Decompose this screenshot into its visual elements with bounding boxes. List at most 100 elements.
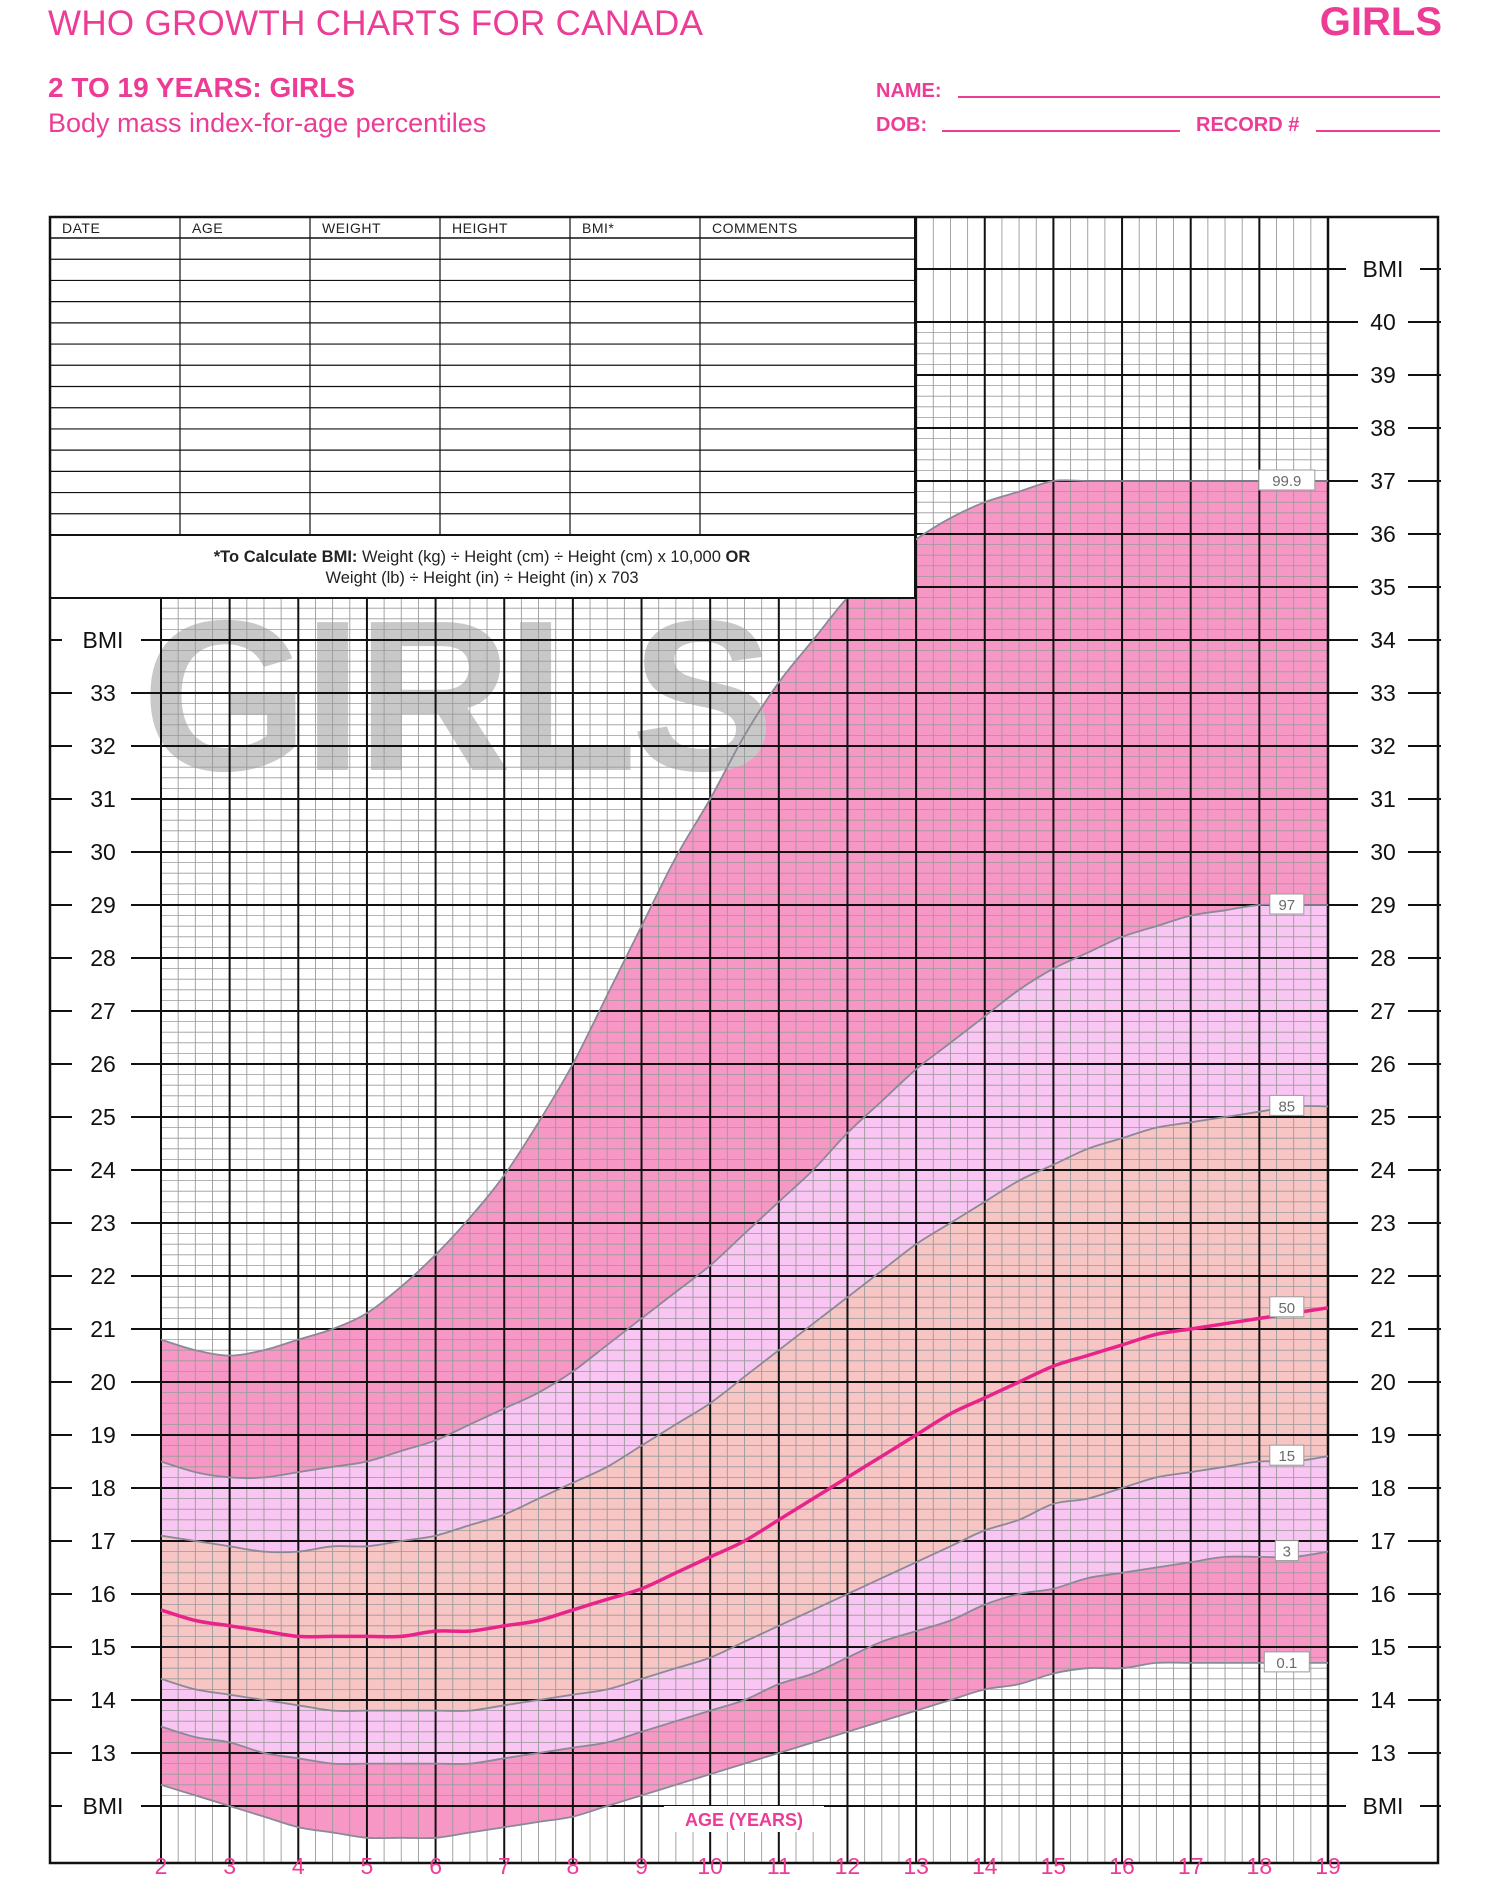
sex-label: GIRLS [1319, 0, 1442, 44]
x-axis-title-bg [664, 1806, 824, 1832]
right-axis-label: 28 [1370, 945, 1396, 971]
right-axis-label: 37 [1370, 468, 1396, 494]
percentile-curve-15 [160, 1455, 1329, 1712]
x-axis-label: 12 [835, 1853, 861, 1879]
right-axis-label: 15 [1370, 1634, 1396, 1660]
chart-description: Body mass index-for-age percentiles [48, 108, 487, 138]
percentile-label-99.9: 99.9 [1272, 473, 1301, 490]
right-axis-label: 38 [1370, 415, 1396, 441]
percentile-curve-97 [160, 903, 1328, 1479]
right-axis-label: 24 [1370, 1157, 1396, 1183]
left-axis-label: 21 [90, 1316, 116, 1342]
x-axis-label: 9 [635, 1853, 648, 1879]
chart-subtitle: 2 TO 19 YEARS: GIRLS [48, 72, 356, 103]
table-column-header: WEIGHT [322, 220, 381, 236]
percentile-label-box [1269, 1444, 1305, 1466]
left-axis-label: 17 [90, 1528, 116, 1554]
right-axis-label: 39 [1370, 362, 1396, 388]
right-axis-label: 25 [1370, 1104, 1396, 1130]
percentile-label-85: 85 [1278, 1098, 1295, 1115]
left-axis-label: 23 [90, 1210, 116, 1236]
right-axis-label: 18 [1370, 1475, 1396, 1501]
percentile-curve-50 [160, 1306, 1329, 1639]
right-axis-label: 14 [1370, 1687, 1396, 1713]
left-axis-label: 24 [90, 1157, 116, 1183]
percentile-label-15: 15 [1278, 1448, 1295, 1465]
right-axis-label: 33 [1370, 680, 1396, 706]
dob-label: DOB: [876, 114, 928, 136]
left-axis-label: 29 [90, 892, 116, 918]
right-axis-label: 22 [1370, 1263, 1396, 1289]
left-axis-label: 18 [90, 1475, 116, 1501]
right-axis-label: 23 [1370, 1210, 1396, 1236]
x-axis-title: AGE (YEARS) [685, 1810, 803, 1830]
name-field[interactable] [958, 96, 1440, 98]
left-axis-label: 14 [90, 1687, 116, 1713]
bmi-formula-line-1: *To Calculate BMI: Weight (kg) ÷ Height … [214, 548, 751, 566]
left-axis-label: 16 [90, 1581, 116, 1607]
left-axis-label: 31 [90, 786, 116, 812]
right-axis-label: 32 [1370, 733, 1396, 759]
dob-field[interactable] [942, 130, 1180, 132]
x-axis-label: 2 [155, 1853, 168, 1879]
formula-metric: Weight (kg) ÷ Height (cm) ÷ Height (cm) … [362, 548, 726, 566]
x-axis-label: 5 [361, 1853, 374, 1879]
x-axis-label: 7 [498, 1853, 511, 1879]
x-axis-label: 17 [1178, 1853, 1204, 1879]
record-field[interactable] [1316, 130, 1440, 132]
right-axis-label: 31 [1370, 786, 1396, 812]
bmi-formula-line-2: Weight (lb) ÷ Height (in) ÷ Height (in) … [325, 569, 638, 587]
x-axis-label: 14 [972, 1853, 998, 1879]
table-column-header: BMI* [582, 220, 614, 236]
right-axis-label: 29 [1370, 892, 1396, 918]
right-axis-unit-label: BMI [1363, 1793, 1404, 1819]
left-axis-label: 32 [90, 733, 116, 759]
right-axis-label: 19 [1370, 1422, 1396, 1448]
formula-bold-label: *To Calculate BMI: [214, 548, 362, 566]
right-axis-label: 36 [1370, 521, 1396, 547]
percentile-curve-85 [160, 1105, 1329, 1554]
right-axis-unit-label: BMI [1363, 256, 1404, 282]
chart-main-title: WHO GROWTH CHARTS FOR CANADA [48, 4, 704, 43]
left-axis-label: 19 [90, 1422, 116, 1448]
x-axis-label: 10 [697, 1853, 723, 1879]
left-axis-unit-label: BMI [83, 627, 124, 653]
percentile-label-50: 50 [1278, 1300, 1295, 1317]
percentile-label-box [1269, 1296, 1305, 1318]
percentile-label-box [1269, 1094, 1305, 1116]
left-axis-label: 22 [90, 1263, 116, 1289]
right-axis-label: 34 [1370, 627, 1396, 653]
x-axis-label: 6 [429, 1853, 442, 1879]
left-axis-label: 33 [90, 680, 116, 706]
percentile-label-97: 97 [1278, 897, 1295, 914]
right-axis-label: 26 [1370, 1051, 1396, 1077]
formula-or: OR [725, 548, 750, 566]
left-axis-label: 28 [90, 945, 116, 971]
name-label: NAME: [876, 80, 942, 102]
x-axis-label: 15 [1041, 1853, 1067, 1879]
right-axis-label: 16 [1370, 1581, 1396, 1607]
right-axis-label: 13 [1370, 1740, 1396, 1766]
percentile-label-box [1274, 1540, 1299, 1562]
percentile-curve-99.9 [160, 479, 1328, 1357]
left-axis-label: 26 [90, 1051, 116, 1077]
percentile-label-box [1269, 893, 1305, 915]
x-axis-label: 8 [566, 1853, 579, 1879]
right-axis-label: 17 [1370, 1528, 1396, 1554]
right-axis-label: 20 [1370, 1369, 1396, 1395]
girls-watermark: GIRLS [142, 575, 769, 816]
x-axis-label: 16 [1109, 1853, 1135, 1879]
chart-frame [48, 215, 1440, 1865]
table-column-header: DATE [62, 220, 100, 236]
percentile-curve-0.1 [160, 1661, 1328, 1840]
percentile-label-0.1: 0.1 [1276, 1655, 1297, 1672]
x-axis-label: 11 [767, 1853, 791, 1879]
x-axis-label: 4 [292, 1853, 305, 1879]
record-label: RECORD # [1196, 114, 1300, 136]
x-axis-label: 13 [903, 1853, 929, 1879]
x-axis-label: 19 [1315, 1853, 1341, 1879]
percentile-label-box [1263, 1651, 1310, 1673]
left-axis-unit-label: BMI [83, 1793, 124, 1819]
right-axis-label: 35 [1370, 574, 1396, 600]
left-axis-label: 13 [90, 1740, 116, 1766]
